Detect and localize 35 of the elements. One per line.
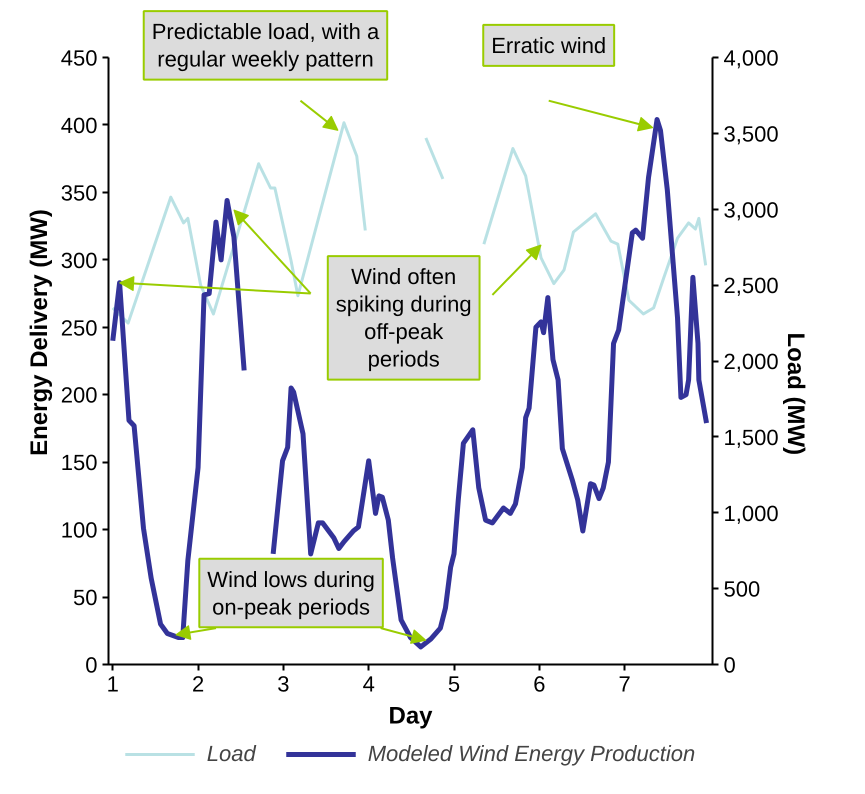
y-tick-label: 300 <box>60 248 98 273</box>
y-tick-label: 150 <box>60 450 98 476</box>
annotation: Wind often spiking during off-peak periods <box>336 264 472 372</box>
y-tick-label: 450 <box>60 46 98 70</box>
y2-tick-label: 2,500 <box>724 273 779 298</box>
x-tick-label: 3 <box>277 672 290 696</box>
annotation: Erratic wind <box>491 32 606 58</box>
annotation: Predictable load, with a regular weekly pattern <box>152 19 380 72</box>
y-axis-title: Energy Delivery (MW) <box>26 209 53 456</box>
x-tick-label: 5 <box>448 672 460 696</box>
y2-tick-label: 0 <box>724 652 736 678</box>
y-tick-label: 250 <box>60 315 98 340</box>
legend-label: Load <box>206 741 256 767</box>
y2-tick-label: 3,500 <box>724 121 779 146</box>
legend-label: Modeled Wind Energy Production <box>368 741 696 767</box>
y2-tick-label: 2,000 <box>724 349 779 374</box>
y2-tick-label: 4,000 <box>724 46 779 70</box>
y-tick-label: 100 <box>60 518 98 543</box>
y-tick-label: 200 <box>60 382 98 408</box>
y2-tick-label: 1,000 <box>724 500 779 526</box>
x-tick-label: 4 <box>362 672 375 696</box>
x-tick-label: 2 <box>192 672 204 696</box>
y-tick-label: 350 <box>60 180 98 206</box>
y2-tick-label: 3,000 <box>724 197 779 222</box>
y-tick-label: 400 <box>60 112 98 138</box>
x-tick-label: 7 <box>618 672 631 696</box>
annotation: Wind lows during on-peak periods <box>207 566 375 620</box>
y2-tick-label: 500 <box>724 576 760 602</box>
y-tick-label: 0 <box>85 652 98 678</box>
x-tick-label: 6 <box>533 672 546 696</box>
x-tick-label: 1 <box>106 672 119 696</box>
y-tick-label: 50 <box>73 585 98 610</box>
x-axis-title: Day <box>388 702 434 730</box>
y2-tick-label: 1,500 <box>724 424 779 450</box>
y2-axis-title: Load (MW) <box>782 332 810 456</box>
